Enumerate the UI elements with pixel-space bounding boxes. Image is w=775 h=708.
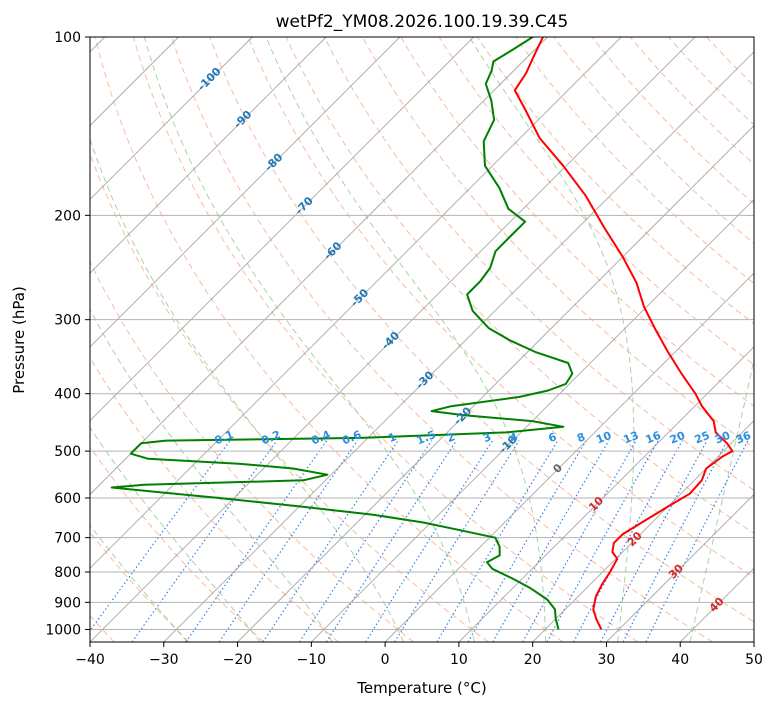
mixing-ratio-label: 16 [644,429,663,447]
temperature-profile-line [513,37,734,630]
y-tick-label: 900 [54,595,81,611]
y-tick-label: 800 [54,565,81,581]
x-tick-label: 50 [745,652,763,668]
dewpoint-profile-line [110,37,574,630]
x-tick-label: 40 [671,652,689,668]
mixing-ratio-label: 36 [734,429,753,447]
x-tick-label: −10 [297,652,327,668]
mixing-ratio-line [131,440,278,642]
moist-adiabat-line [689,356,754,642]
mixing-ratio-line [299,440,433,642]
dry-adiabat-line [247,37,754,578]
y-tick-label: 400 [54,387,81,403]
mixing-ratio-line [546,440,659,642]
y-tick-label: 1000 [45,622,81,638]
mixing-ratio-line [522,440,637,642]
axes-border [89,36,755,643]
x-tick-label: −30 [149,652,179,668]
mixing-ratio-line [325,440,457,642]
mixing-ratio-label: 30 [713,429,732,447]
mixing-ratio-label: 1 [386,430,398,445]
moist-adiabat-line [90,137,404,642]
mixing-ratio-line [492,440,610,642]
isotherm-line [532,420,754,642]
y-tick-label: 500 [54,444,81,460]
moist-adiabat-line [90,426,261,642]
isotherm-line [606,493,754,642]
y-tick-label: 600 [54,491,81,507]
isotherm-line [90,37,548,496]
isotherm-line [163,51,754,642]
moist-adiabat-line [144,37,475,642]
mixing-ratio-label: 3 [481,430,493,445]
mixing-ratio-line [645,440,749,642]
isotherm-line [90,37,253,200]
dry-adiabat-line [90,446,265,642]
mixing-ratio-label: 13 [622,429,641,447]
mixing-ratio-line [436,440,559,642]
x-tick-label: −40 [75,652,105,668]
mixing-ratio-line [218,440,358,642]
axes-frame: 0.1 0.2 0.4 0.6 1 1.5 2 3 4 6 8 10 13 16 20 25 30 36−40 −3… [45,30,763,668]
moist-adiabat-line [265,37,547,642]
isotherm-line [311,198,754,642]
x-tick-label: −20 [223,652,253,668]
mixing-ratio-label: 25 [693,429,712,447]
dry-adiabat-line [90,152,489,642]
isotherm-line [90,37,327,274]
dry-adiabat-line [438,37,754,366]
x-axis-label: Temperature (°C) [356,679,486,697]
dry-adiabat-line [400,37,754,407]
x-tick-label: 30 [598,652,616,668]
mixing-ratio-line [467,440,587,642]
isotherm-line [90,37,622,569]
mixing-ratio-line [90,440,231,632]
y-tick-label: 200 [54,208,81,224]
mixing-ratio-line [365,440,494,642]
isotherm-line [90,37,401,348]
mixing-ratio-line [185,440,328,642]
moist-adiabat-line [90,308,333,642]
mixing-ratio-label: 2 [445,430,457,445]
dry-adiabat-line [132,37,639,642]
chart-title: wetPf2_YM08.2026.100.19.39.C45 [276,12,569,32]
mixing-ratio-line [262,440,399,642]
isotherm-line [384,272,754,642]
dry-adiabat-line [285,37,754,534]
dry-adiabat-line [94,37,564,642]
x-tick-label: 0 [381,652,390,668]
isotherm-line [458,346,754,642]
dry-adiabat-line [171,37,713,642]
y-tick-label: 100 [54,30,81,46]
dry-adiabat-line [90,260,414,642]
x-tick-label: 20 [524,652,542,668]
mixing-ratio-label: 8 [575,430,587,445]
dry-adiabat-line [553,37,754,245]
isotherm-line [90,37,474,422]
mixing-ratio-label: 20 [668,429,687,447]
isotherm-line [90,37,696,642]
moist-adiabat-line [90,524,188,642]
x-tick-label: 10 [450,652,468,668]
isotherm-line [237,124,754,642]
dry-adiabat-line [362,37,754,449]
mixing-ratio-label: 10 [594,429,613,447]
y-tick-label: 700 [54,531,81,547]
dry-adiabat-line [209,37,754,623]
y-axis-label: Pressure (hPa) [10,286,28,394]
y-tick-label: 300 [54,313,81,329]
